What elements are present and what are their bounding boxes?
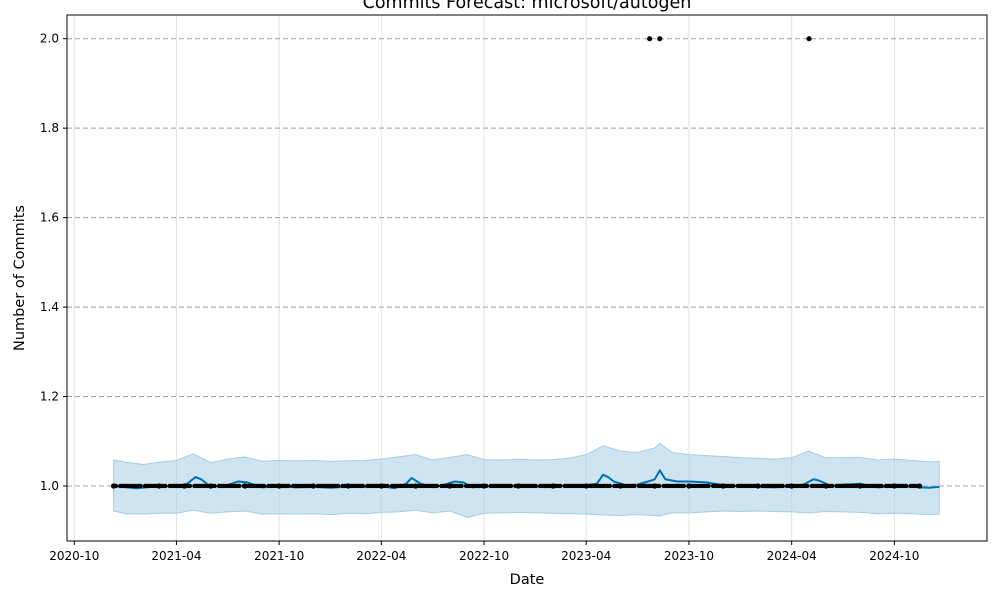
uncertainty-band-layer bbox=[113, 442, 940, 518]
observed-point bbox=[138, 483, 143, 489]
observed-point bbox=[656, 483, 662, 489]
observed-point bbox=[242, 483, 248, 489]
observed-point bbox=[276, 483, 282, 489]
observed-point bbox=[310, 483, 317, 489]
x-tick-label: 2024-04 bbox=[767, 549, 817, 563]
observed-point bbox=[508, 483, 514, 489]
observed-point bbox=[385, 483, 390, 489]
observed-point bbox=[720, 483, 726, 489]
observed-point bbox=[345, 483, 351, 489]
observed-point bbox=[755, 483, 761, 489]
observed-point bbox=[780, 483, 785, 489]
observed-point bbox=[208, 483, 214, 489]
observed-point bbox=[110, 483, 117, 489]
y-axis-label: Number of Commits bbox=[12, 205, 28, 351]
observed-point bbox=[434, 483, 440, 489]
observed-point bbox=[706, 483, 711, 489]
observed-point bbox=[686, 483, 692, 489]
x-axis-label: Date bbox=[510, 572, 545, 588]
observed-point bbox=[550, 483, 556, 489]
observed-point bbox=[583, 483, 589, 489]
uncertainty-band bbox=[113, 442, 940, 518]
observed-point bbox=[412, 483, 419, 489]
plot-area-frame bbox=[66, 14, 988, 542]
observed-point bbox=[789, 483, 795, 489]
observed-point bbox=[857, 483, 863, 489]
observed-point bbox=[681, 483, 687, 489]
observed-points-layer bbox=[110, 36, 923, 489]
chart-title: Commits Forecast: microsoft/autogen bbox=[363, 0, 692, 13]
x-tick-label: 2022-10 bbox=[459, 549, 509, 563]
y-tick-label: 1.2 bbox=[40, 390, 59, 404]
observed-point bbox=[156, 483, 162, 489]
observed-point bbox=[806, 36, 812, 42]
observed-point bbox=[632, 483, 637, 489]
x-tick-label: 2024-10 bbox=[869, 549, 919, 563]
observed-point bbox=[731, 483, 736, 489]
observed-point bbox=[647, 36, 653, 42]
y-tick-label: 1.0 bbox=[40, 479, 59, 493]
observed-point bbox=[823, 483, 829, 489]
observed-point bbox=[163, 483, 168, 489]
observed-point bbox=[481, 483, 487, 489]
observed-point bbox=[891, 483, 897, 489]
observed-point bbox=[181, 483, 187, 489]
observed-point bbox=[286, 483, 291, 489]
x-tick-label: 2022-04 bbox=[356, 549, 406, 563]
x-tick-label: 2021-10 bbox=[254, 549, 304, 563]
y-tick-label: 1.6 bbox=[40, 211, 59, 225]
observed-point bbox=[360, 483, 366, 489]
observed-point bbox=[607, 483, 612, 489]
tick-layer: 2020-10 2021-04 2021-10 2022-04 2022-10 2023-… bbox=[40, 32, 920, 563]
observed-point bbox=[533, 483, 538, 489]
observed-point bbox=[657, 36, 663, 42]
observed-point bbox=[617, 483, 624, 489]
observed-point bbox=[378, 483, 384, 489]
observed-point bbox=[879, 483, 884, 489]
observed-point bbox=[917, 483, 923, 489]
observed-point bbox=[558, 483, 563, 489]
observed-point bbox=[805, 483, 810, 489]
observed-point bbox=[459, 483, 464, 489]
x-tick-label: 2021-04 bbox=[151, 549, 201, 563]
y-tick-label: 2.0 bbox=[40, 32, 59, 46]
y-tick-label: 1.8 bbox=[40, 121, 59, 135]
x-tick-label: 2020-10 bbox=[49, 549, 99, 563]
y-tick-label: 1.4 bbox=[40, 300, 59, 314]
observed-point bbox=[447, 483, 453, 489]
x-tick-label: 2023-10 bbox=[664, 549, 714, 563]
observed-point bbox=[261, 483, 267, 489]
x-tick-label: 2023-04 bbox=[561, 549, 611, 563]
observed-point bbox=[187, 483, 193, 489]
observed-point bbox=[212, 483, 217, 489]
observed-point bbox=[903, 483, 909, 489]
observed-point bbox=[515, 483, 521, 489]
observed-point bbox=[829, 483, 835, 489]
observed-point bbox=[652, 483, 658, 489]
observed-point bbox=[335, 483, 341, 489]
observed-point bbox=[237, 483, 242, 489]
